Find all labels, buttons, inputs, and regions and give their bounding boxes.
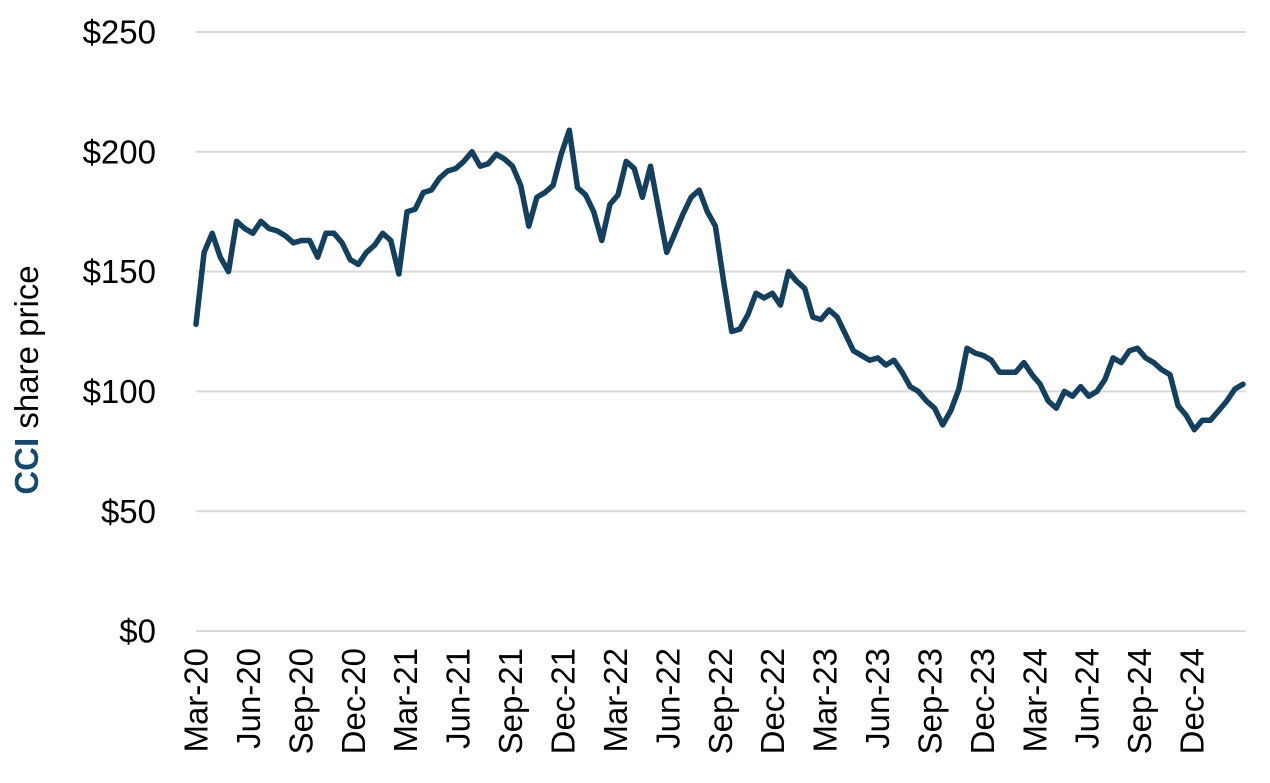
x-tick-label: Sep-23	[911, 648, 948, 754]
x-axis-tick-labels: Mar-20 Jun-20 Sep-20 Dec-20 Mar-21 Jun-21 Sep-…	[178, 648, 1211, 754]
x-tick-label: Jun-22	[649, 648, 686, 749]
x-tick-label: Jun-20	[230, 648, 267, 749]
x-tick-label: Mar-23	[807, 648, 844, 753]
x-tick-label: Sep-20	[282, 648, 319, 754]
x-tick-label: Jun-24	[1069, 648, 1106, 749]
y-tick-label: $150	[83, 253, 156, 290]
y-tick-label: $50	[101, 493, 156, 530]
y-axis-title-text: share price	[8, 265, 45, 428]
x-tick-label: Mar-24	[1016, 648, 1053, 753]
price-line-series	[193, 127, 1246, 433]
x-tick-label: Sep-22	[702, 648, 739, 754]
x-tick-label: Mar-21	[387, 648, 424, 753]
gridlines	[196, 31, 1246, 632]
x-tick-label: Sep-24	[1121, 648, 1158, 754]
x-tick-label: Jun-23	[859, 648, 896, 749]
x-tick-label: Dec-21	[545, 648, 582, 754]
y-axis-title-series-name: CCI	[8, 438, 45, 495]
x-tick-label: Dec-24	[1174, 648, 1211, 754]
x-tick-label: Dec-20	[335, 648, 372, 754]
y-axis-title: CCI share price	[8, 265, 45, 494]
x-tick-label: Mar-22	[597, 648, 634, 753]
y-axis-tick-labels: $0 $50 $100 $150 $200 $250	[83, 14, 156, 650]
x-tick-label: Sep-21	[492, 648, 529, 754]
y-tick-label: $250	[83, 14, 156, 51]
y-tick-label: $200	[83, 133, 156, 170]
y-tick-label: $100	[83, 373, 156, 410]
x-tick-label: Dec-22	[754, 648, 791, 754]
x-tick-label: Dec-23	[964, 648, 1001, 754]
y-tick-label: $0	[119, 613, 156, 650]
x-tick-label: Mar-20	[178, 648, 215, 753]
x-tick-label: Jun-21	[440, 648, 477, 749]
